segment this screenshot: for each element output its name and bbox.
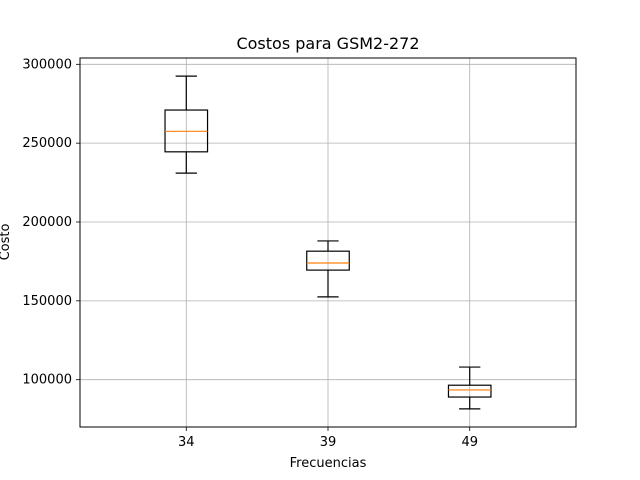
iqr-box [306, 250, 350, 271]
box-34 [164, 75, 209, 174]
box-layer [164, 75, 492, 410]
x-tick-label: 49 [461, 435, 478, 450]
y-tick-label: 150000 [22, 294, 72, 309]
x-tick-label: 39 [320, 435, 337, 450]
y-axis-label: Costo [0, 224, 13, 261]
y-tick-label: 250000 [22, 136, 72, 151]
chart-title: Costos para GSM2-272 [236, 34, 419, 53]
box-49 [447, 366, 492, 410]
grid-layer [80, 58, 576, 427]
y-tick-label: 300000 [22, 57, 72, 72]
box-39 [306, 240, 350, 298]
y-tick-label: 200000 [22, 215, 72, 230]
tick-layer: 100000 150000 200000 250000 300000 34 39 49 [22, 57, 478, 450]
x-axis-label: Frecuencias [290, 456, 367, 471]
y-tick-label: 100000 [22, 373, 72, 388]
x-tick-label: 34 [178, 435, 195, 450]
iqr-box [447, 384, 492, 398]
